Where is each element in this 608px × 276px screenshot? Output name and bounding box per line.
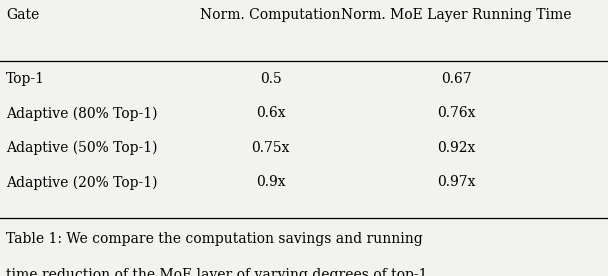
Text: 0.76x: 0.76x xyxy=(437,106,475,120)
Text: Adaptive (80% Top-1): Adaptive (80% Top-1) xyxy=(6,106,157,121)
Text: Norm. Computation: Norm. Computation xyxy=(200,8,341,22)
Text: 0.92x: 0.92x xyxy=(437,141,475,155)
Text: 0.75x: 0.75x xyxy=(251,141,290,155)
Text: 0.6x: 0.6x xyxy=(256,106,285,120)
Text: Adaptive (20% Top-1): Adaptive (20% Top-1) xyxy=(6,175,157,190)
Text: Table 1: We compare the computation savings and running: Table 1: We compare the computation savi… xyxy=(6,232,423,246)
Text: 0.5: 0.5 xyxy=(260,72,282,86)
Text: 0.67: 0.67 xyxy=(441,72,471,86)
Text: 0.97x: 0.97x xyxy=(437,175,475,189)
Text: Adaptive (50% Top-1): Adaptive (50% Top-1) xyxy=(6,141,157,155)
Text: time reduction of the MoE layer of varying degrees of top-1: time reduction of the MoE layer of varyi… xyxy=(6,268,427,276)
Text: Top-1: Top-1 xyxy=(6,72,45,86)
Text: Norm. MoE Layer Running Time: Norm. MoE Layer Running Time xyxy=(340,8,572,22)
Text: 0.9x: 0.9x xyxy=(256,175,285,189)
Text: Gate: Gate xyxy=(6,8,40,22)
